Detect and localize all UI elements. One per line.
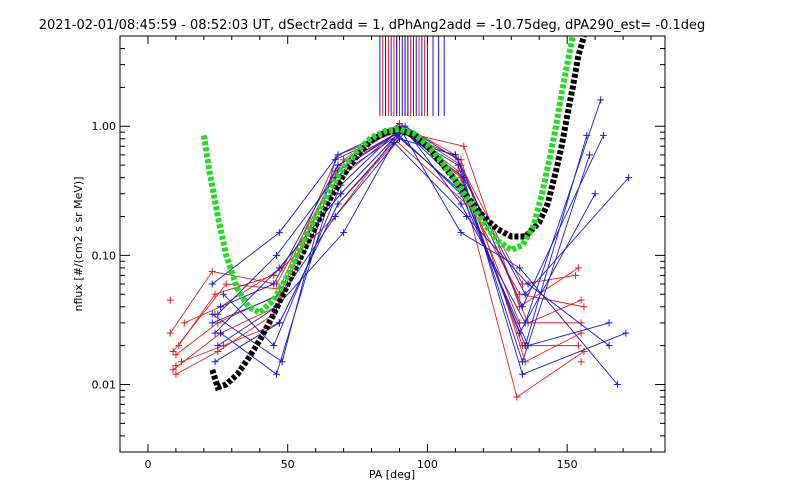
- blue-series-track-9: [220, 132, 610, 376]
- red-data-point: [574, 342, 582, 350]
- blue-data-point: [208, 280, 216, 288]
- red-data-point: [177, 358, 185, 366]
- blue-series-track-5: [217, 141, 610, 346]
- blue-series-track-1: [217, 131, 590, 364]
- blue-data-point: [331, 213, 339, 220]
- blue-data-point: [217, 303, 225, 311]
- blue-data-point: [275, 264, 283, 272]
- red-extra-point: [577, 358, 585, 366]
- blue-data-point: [214, 342, 222, 350]
- red-series-track-1: [172, 128, 579, 371]
- blue-data-point: [625, 174, 633, 182]
- red-extra-point: [166, 296, 174, 304]
- blue-series-track-4: [212, 135, 604, 324]
- blue-data-point: [208, 310, 216, 318]
- red-data-point: [172, 370, 180, 378]
- blue-data-point: [605, 342, 613, 350]
- red-extra-point: [172, 362, 180, 370]
- blue-data-point: [516, 329, 524, 337]
- red-data-point: [572, 271, 580, 279]
- blue-data-point: [211, 358, 219, 366]
- blue-data-point: [524, 280, 532, 288]
- red-data-point: [577, 296, 585, 304]
- blue-data-point: [600, 131, 608, 139]
- blue-data-point: [334, 161, 342, 169]
- red-data-point: [222, 280, 230, 288]
- red-data-point: [169, 348, 177, 356]
- red-data-point: [180, 319, 188, 327]
- axes: 0 50 100 150 0.01 0.10 1.00: [92, 36, 665, 471]
- blue-data-point: [331, 156, 339, 164]
- red-data-point: [580, 348, 588, 356]
- blue-data-point: [457, 200, 465, 208]
- blue-data-point: [390, 138, 398, 146]
- blue-data-point: [334, 151, 342, 159]
- blue-data-point: [275, 229, 283, 237]
- x-tick-label: 0: [144, 458, 151, 471]
- x-axis-label: PA [deg]: [369, 468, 415, 481]
- blue-data-point: [217, 329, 225, 337]
- x-tick-label: 50: [281, 458, 295, 471]
- green-fit-curve: [200, 36, 576, 317]
- blue-data-point: [597, 96, 605, 104]
- red-series-track-5: [184, 138, 585, 398]
- blue-data-point: [275, 319, 283, 327]
- blue-data-point: [457, 229, 465, 237]
- blue-data-point: [208, 319, 216, 327]
- blue-data-point: [334, 200, 342, 208]
- blue-data-point: [340, 229, 348, 237]
- blue-data-point: [591, 190, 599, 198]
- blue-data-point: [521, 319, 529, 327]
- blue-data-point: [521, 290, 529, 298]
- y-axis-label: nflux [#/(cm2 s sr MeV)]: [72, 177, 85, 312]
- x-tick-label: 100: [417, 458, 438, 471]
- y-tick-label: 0.10: [92, 249, 117, 262]
- red-data-point: [175, 342, 183, 350]
- blue-data-point: [463, 213, 471, 220]
- blue-data-point: [270, 280, 278, 288]
- plot-frame: [119, 35, 666, 453]
- blue-data-point: [586, 151, 594, 159]
- blue-data-point: [273, 370, 281, 378]
- red-data-point: [460, 142, 468, 150]
- blue-data-point: [516, 264, 524, 272]
- chart-title: 2021-02-01/08:45:59 - 08:52:03 UT, dSect…: [38, 18, 706, 33]
- blue-data-point: [524, 342, 532, 350]
- red-data-point: [580, 303, 588, 311]
- red-data-point: [574, 264, 582, 272]
- blue-data-point: [518, 358, 526, 366]
- blue-data-point: [278, 358, 286, 366]
- blue-data-point: [219, 290, 227, 298]
- red-data-point: [211, 290, 219, 298]
- blue-data-point: [518, 370, 526, 378]
- black-fit-curve: [209, 36, 587, 392]
- blue-data-point: [454, 156, 462, 164]
- red-data-point: [513, 393, 521, 401]
- red-data-point: [169, 366, 177, 374]
- blue-data-point: [273, 251, 281, 259]
- blue-data-point: [270, 342, 278, 350]
- blue-data-point: [451, 151, 459, 159]
- blue-data-point: [622, 329, 630, 337]
- blue-data-point: [605, 319, 613, 327]
- blue-data-point: [613, 380, 621, 388]
- blue-data-point: [337, 190, 345, 198]
- red-data-point: [214, 348, 222, 356]
- y-tick-label: 1.00: [92, 120, 117, 133]
- red-data-point: [166, 329, 174, 337]
- y-tick-label: 0.01: [92, 378, 117, 391]
- blue-data-point: [518, 303, 526, 311]
- plot-area: [166, 36, 633, 401]
- x-tick-label: 150: [557, 458, 578, 471]
- red-data-point: [208, 268, 216, 275]
